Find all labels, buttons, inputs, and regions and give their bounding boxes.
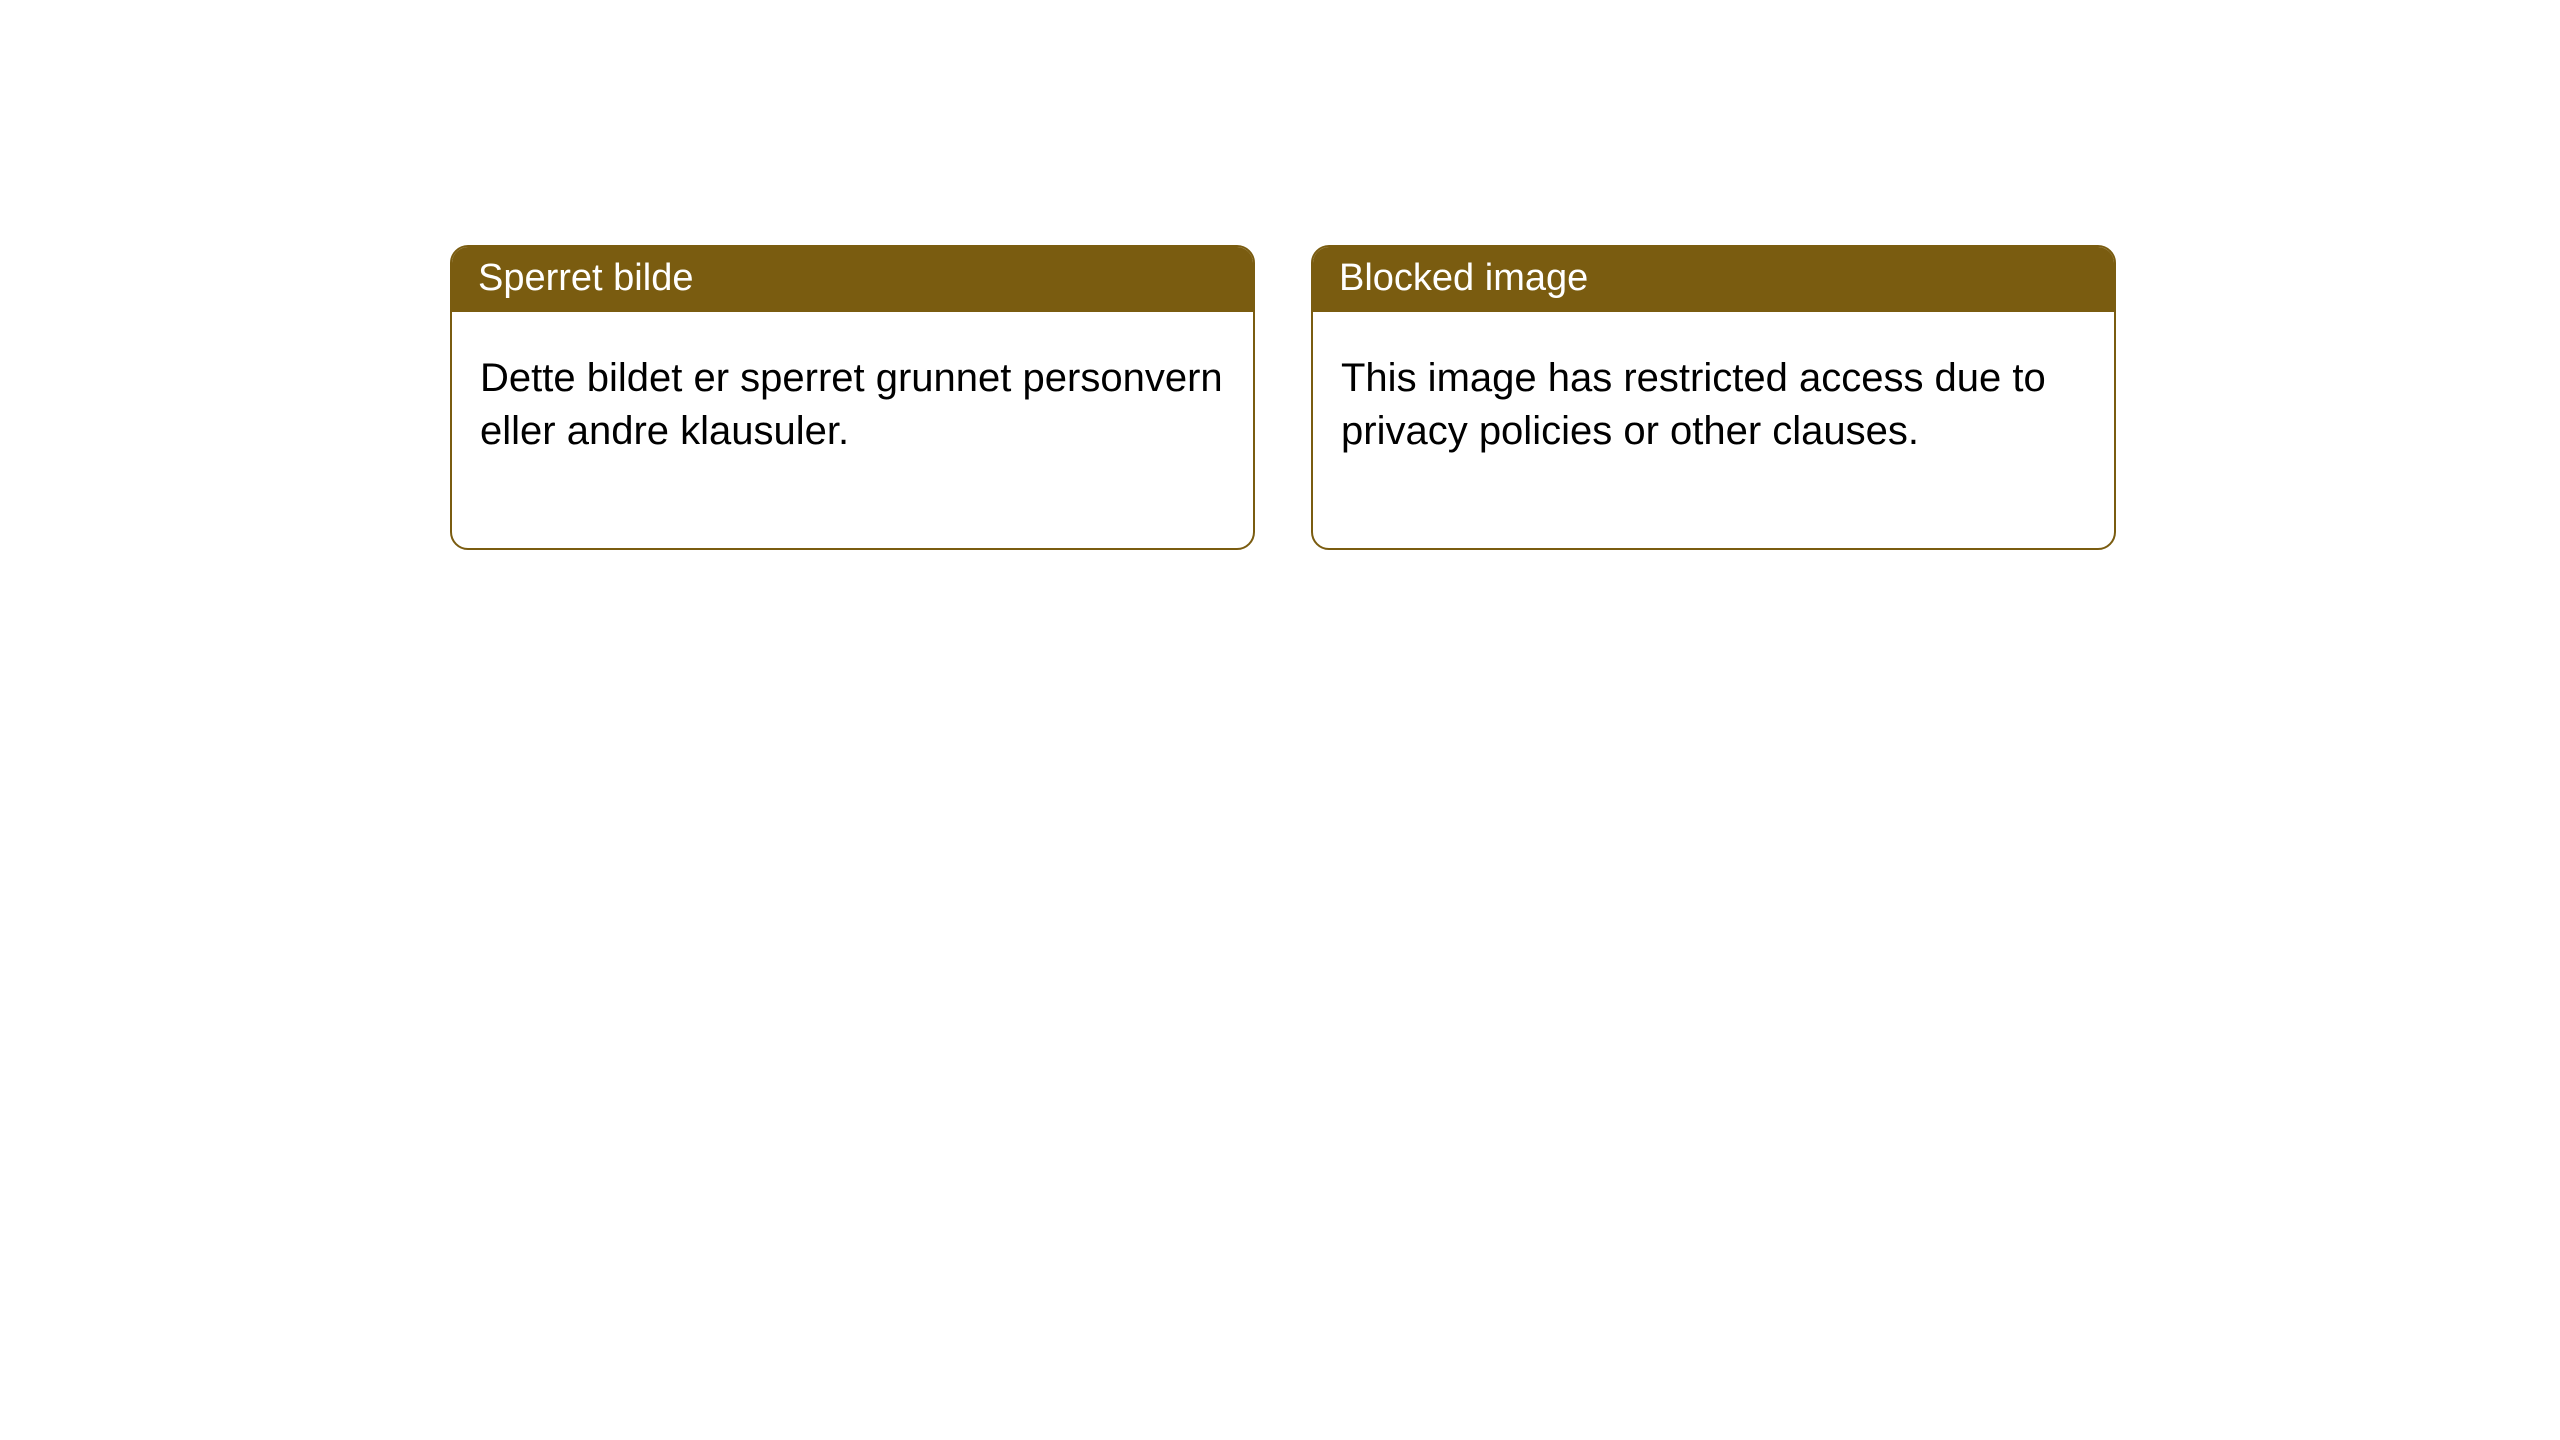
blocked-image-card-no: Sperret bilde Dette bildet er sperret gr… (450, 245, 1255, 550)
card-body-text: This image has restricted access due to … (1341, 356, 2046, 453)
card-body: Dette bildet er sperret grunnet personve… (452, 312, 1253, 548)
card-header: Sperret bilde (452, 247, 1253, 312)
card-title: Sperret bilde (478, 257, 693, 299)
card-title: Blocked image (1339, 257, 1588, 299)
card-header: Blocked image (1313, 247, 2114, 312)
card-body-text: Dette bildet er sperret grunnet personve… (480, 356, 1223, 453)
blocked-image-card-en: Blocked image This image has restricted … (1311, 245, 2116, 550)
cards-container: Sperret bilde Dette bildet er sperret gr… (0, 0, 2560, 550)
card-body: This image has restricted access due to … (1313, 312, 2114, 548)
